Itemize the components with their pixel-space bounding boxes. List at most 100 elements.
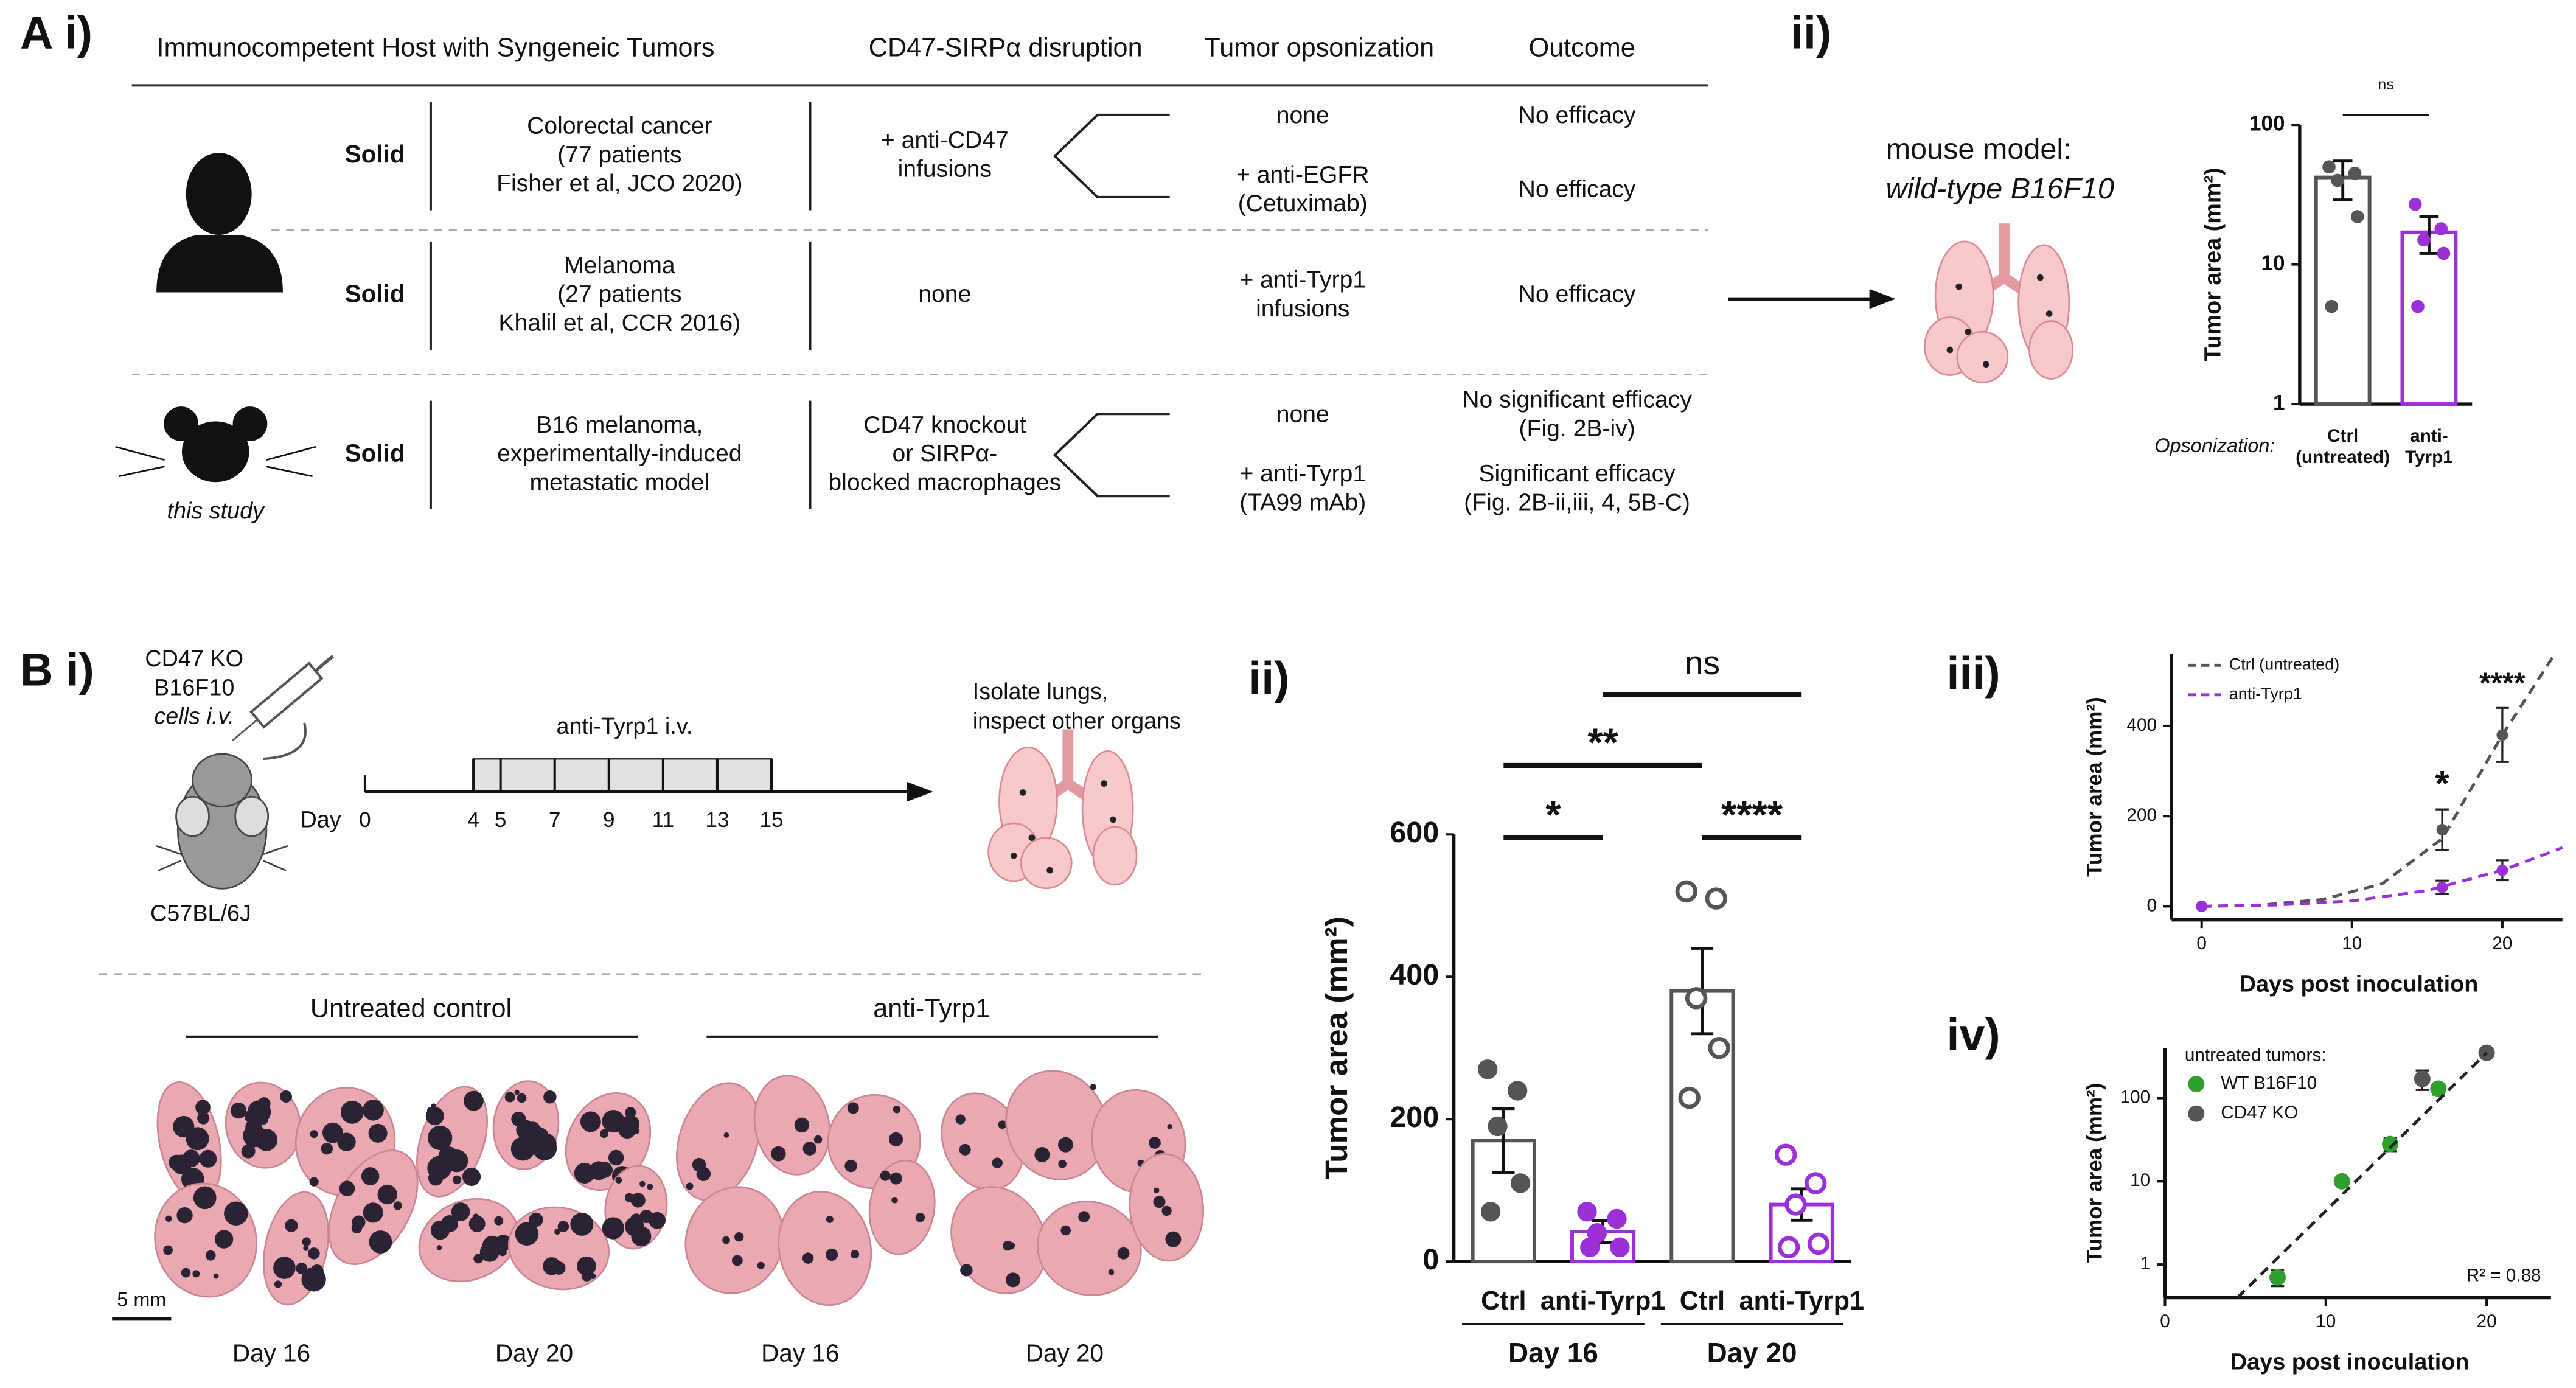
tumor-spot bbox=[1058, 1137, 1073, 1153]
x-tick-label: anti-Tyrp1 bbox=[1540, 1286, 1666, 1316]
data-point bbox=[1577, 1202, 1597, 1222]
lung-photo bbox=[778, 1191, 872, 1306]
tumor-spot bbox=[630, 1213, 643, 1226]
tumor-spot bbox=[529, 1212, 543, 1227]
legend-label: CD47 KO bbox=[2221, 1103, 2298, 1123]
cell-text: Melanoma bbox=[564, 253, 675, 279]
mouse-schematic bbox=[156, 722, 307, 890]
tumor-spot bbox=[554, 1229, 561, 1235]
x-tick-label: 10 bbox=[2316, 1311, 2336, 1331]
tumor-spot bbox=[321, 1142, 333, 1155]
tumor-spot bbox=[273, 1257, 296, 1279]
tumor-spot bbox=[274, 1280, 282, 1288]
tumor-spot bbox=[1167, 1123, 1173, 1129]
panel-label: A i) bbox=[20, 7, 92, 58]
tumor-spot bbox=[296, 1263, 308, 1275]
y-tick-label: 200 bbox=[2126, 805, 2157, 825]
cell-text: infusions bbox=[898, 156, 992, 182]
tumor-spot bbox=[464, 1090, 484, 1111]
tumor-spot bbox=[686, 1182, 694, 1190]
day-number: 15 bbox=[760, 808, 784, 832]
treatment: anti-Tyrp1 i.v. bbox=[556, 714, 692, 739]
lung-lobe bbox=[2028, 320, 2074, 380]
mouse-icon bbox=[115, 406, 316, 483]
day-label: Day bbox=[300, 807, 341, 833]
this-study: this study bbox=[167, 498, 265, 524]
data-point bbox=[1580, 1237, 1600, 1257]
tumor-spot bbox=[309, 1177, 319, 1187]
y-axis-label: Tumor area (mm²) bbox=[2083, 697, 2106, 877]
tumor-spot bbox=[959, 1143, 971, 1156]
tumor-spot bbox=[891, 1197, 898, 1204]
cell-text: (Fig. 2B-iv) bbox=[1519, 416, 1635, 442]
significance-label: * bbox=[1545, 792, 1561, 837]
significance-label: **** bbox=[2479, 666, 2526, 699]
cell-text: + anti-CD47 bbox=[881, 127, 1009, 153]
tumor-spot bbox=[639, 1180, 646, 1187]
fit-curve bbox=[2201, 846, 2563, 908]
tumor-spot bbox=[625, 1107, 636, 1118]
person-icon bbox=[156, 153, 283, 293]
tumor-spot bbox=[1060, 1225, 1071, 1236]
tumor-spot bbox=[517, 1093, 527, 1103]
syringe bbox=[232, 655, 335, 742]
scale-bar-label: 5 mm bbox=[117, 1288, 166, 1310]
cell-text: Fisher et al, JCO 2020) bbox=[496, 170, 742, 197]
legend-title: untreated tumors: bbox=[2185, 1045, 2327, 1065]
data-point bbox=[2348, 166, 2362, 180]
tumor-spot bbox=[199, 1149, 217, 1168]
lung-lobe bbox=[1092, 826, 1138, 886]
data-point bbox=[2434, 222, 2448, 235]
tumor-spot bbox=[557, 1221, 569, 1232]
tumor-spot bbox=[462, 1167, 481, 1186]
tumor-spot bbox=[631, 1226, 652, 1247]
tumor-spot bbox=[880, 1170, 891, 1181]
arrow-head bbox=[1869, 289, 1896, 309]
tumor-spot bbox=[181, 1268, 191, 1278]
cell-text: Significant efficacy bbox=[1478, 461, 1676, 487]
data-point bbox=[2430, 1080, 2447, 1097]
tumor-spot bbox=[734, 1232, 744, 1242]
cell-text: (27 patients bbox=[557, 281, 681, 307]
data-point bbox=[1510, 1173, 1531, 1193]
x-tick-label: anti- bbox=[2410, 426, 2448, 446]
tumor-spot bbox=[1003, 1241, 1013, 1251]
tumor-type: Solid bbox=[345, 140, 405, 168]
y-tick-label: 100 bbox=[2249, 111, 2285, 135]
photo-day: Day 16 bbox=[232, 1339, 310, 1367]
tumor-spot bbox=[308, 1247, 320, 1260]
tumor-spot bbox=[504, 1092, 515, 1103]
cell-text: none bbox=[1276, 401, 1329, 427]
data-point bbox=[1675, 880, 1698, 903]
tumor-spot bbox=[615, 1177, 622, 1184]
data-point bbox=[2322, 160, 2336, 174]
x-tick-label: 0 bbox=[2160, 1311, 2170, 1331]
group-label: Untreated control bbox=[310, 994, 512, 1024]
day-number: 9 bbox=[603, 808, 615, 832]
tumor-spot bbox=[257, 1097, 271, 1111]
day-number: 13 bbox=[705, 808, 729, 832]
x-axis-label: Days post inoculation bbox=[2240, 972, 2479, 997]
cell-text: CD47 knockout bbox=[863, 412, 1026, 438]
tumor-spot bbox=[771, 1146, 786, 1162]
tumor-spot bbox=[230, 1102, 247, 1119]
photo-day: Day 20 bbox=[495, 1339, 573, 1367]
tumor-spot bbox=[1153, 1196, 1166, 1208]
x-tick-label: Tyrp1 bbox=[2405, 447, 2453, 467]
tumor-spot bbox=[723, 1132, 729, 1138]
tumor-spot bbox=[608, 1149, 624, 1166]
tumor-spot bbox=[451, 1202, 470, 1221]
tumor-spot bbox=[352, 1215, 366, 1229]
tumor-spot bbox=[280, 1090, 293, 1103]
nodule bbox=[1010, 853, 1017, 859]
tumor-spot bbox=[802, 1252, 814, 1264]
cell-text: infusions bbox=[1256, 296, 1349, 322]
tumor-spot bbox=[794, 1117, 810, 1133]
data-point bbox=[1678, 1086, 1701, 1109]
tumor-spot bbox=[1149, 1137, 1161, 1149]
cell-text: experimentally-induced bbox=[497, 441, 742, 467]
data-point bbox=[1705, 887, 1728, 910]
tumor-type: Solid bbox=[345, 280, 405, 308]
mouse-model: wild-type B16F10 bbox=[1886, 172, 2114, 205]
